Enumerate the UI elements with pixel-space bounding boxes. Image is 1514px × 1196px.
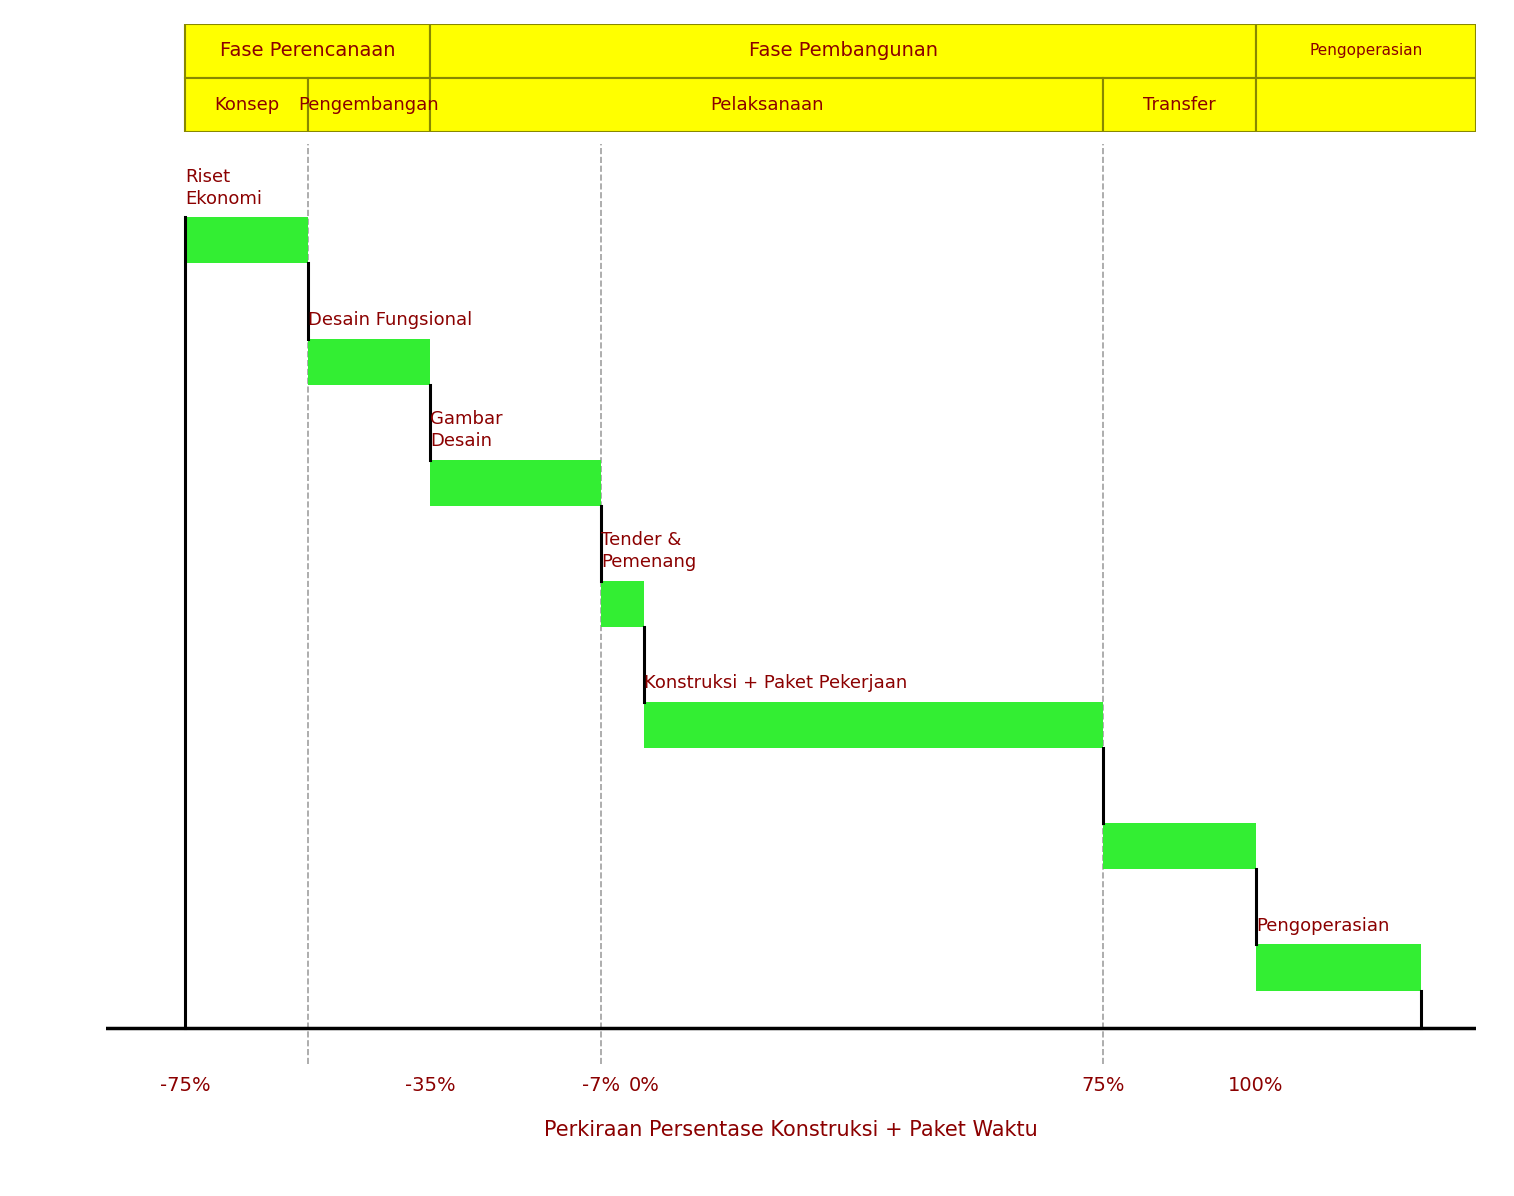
Text: Tender &
Pemenang: Tender & Pemenang (601, 531, 696, 572)
Bar (430, 24, 1257, 78)
Text: Konstruksi + Paket Pekerjaan: Konstruksi + Paket Pekerjaan (645, 675, 907, 692)
Bar (307, 338, 430, 385)
Bar (1104, 78, 1257, 132)
Bar (186, 24, 430, 78)
Text: Pengoperasian: Pengoperasian (1310, 43, 1423, 59)
Bar (601, 581, 645, 627)
Bar (430, 78, 1104, 132)
Bar (430, 459, 601, 506)
Bar (645, 702, 1104, 749)
Bar (1257, 78, 1476, 132)
Bar (307, 78, 430, 132)
Text: Pengembangan: Pengembangan (298, 96, 439, 114)
Text: Desain Fungsional: Desain Fungsional (307, 311, 472, 329)
Bar (186, 78, 307, 132)
Text: Riset
Ekonomi: Riset Ekonomi (186, 167, 262, 208)
Bar (1104, 823, 1257, 869)
Text: Pengoperasian: Pengoperasian (1257, 917, 1390, 935)
Bar (1257, 945, 1422, 990)
Text: Transfer: Transfer (1143, 96, 1216, 114)
Text: Gambar
Desain: Gambar Desain (430, 410, 503, 450)
Text: Fase Perencanaan: Fase Perencanaan (220, 42, 395, 60)
Text: Fase Pembangunan: Fase Pembangunan (748, 42, 937, 60)
Text: Konsep: Konsep (213, 96, 279, 114)
Bar (186, 218, 307, 263)
Text: Pelaksanaan: Pelaksanaan (710, 96, 824, 114)
X-axis label: Perkiraan Persentase Konstruksi + Paket Waktu: Perkiraan Persentase Konstruksi + Paket … (544, 1119, 1039, 1140)
Bar (1257, 24, 1476, 78)
